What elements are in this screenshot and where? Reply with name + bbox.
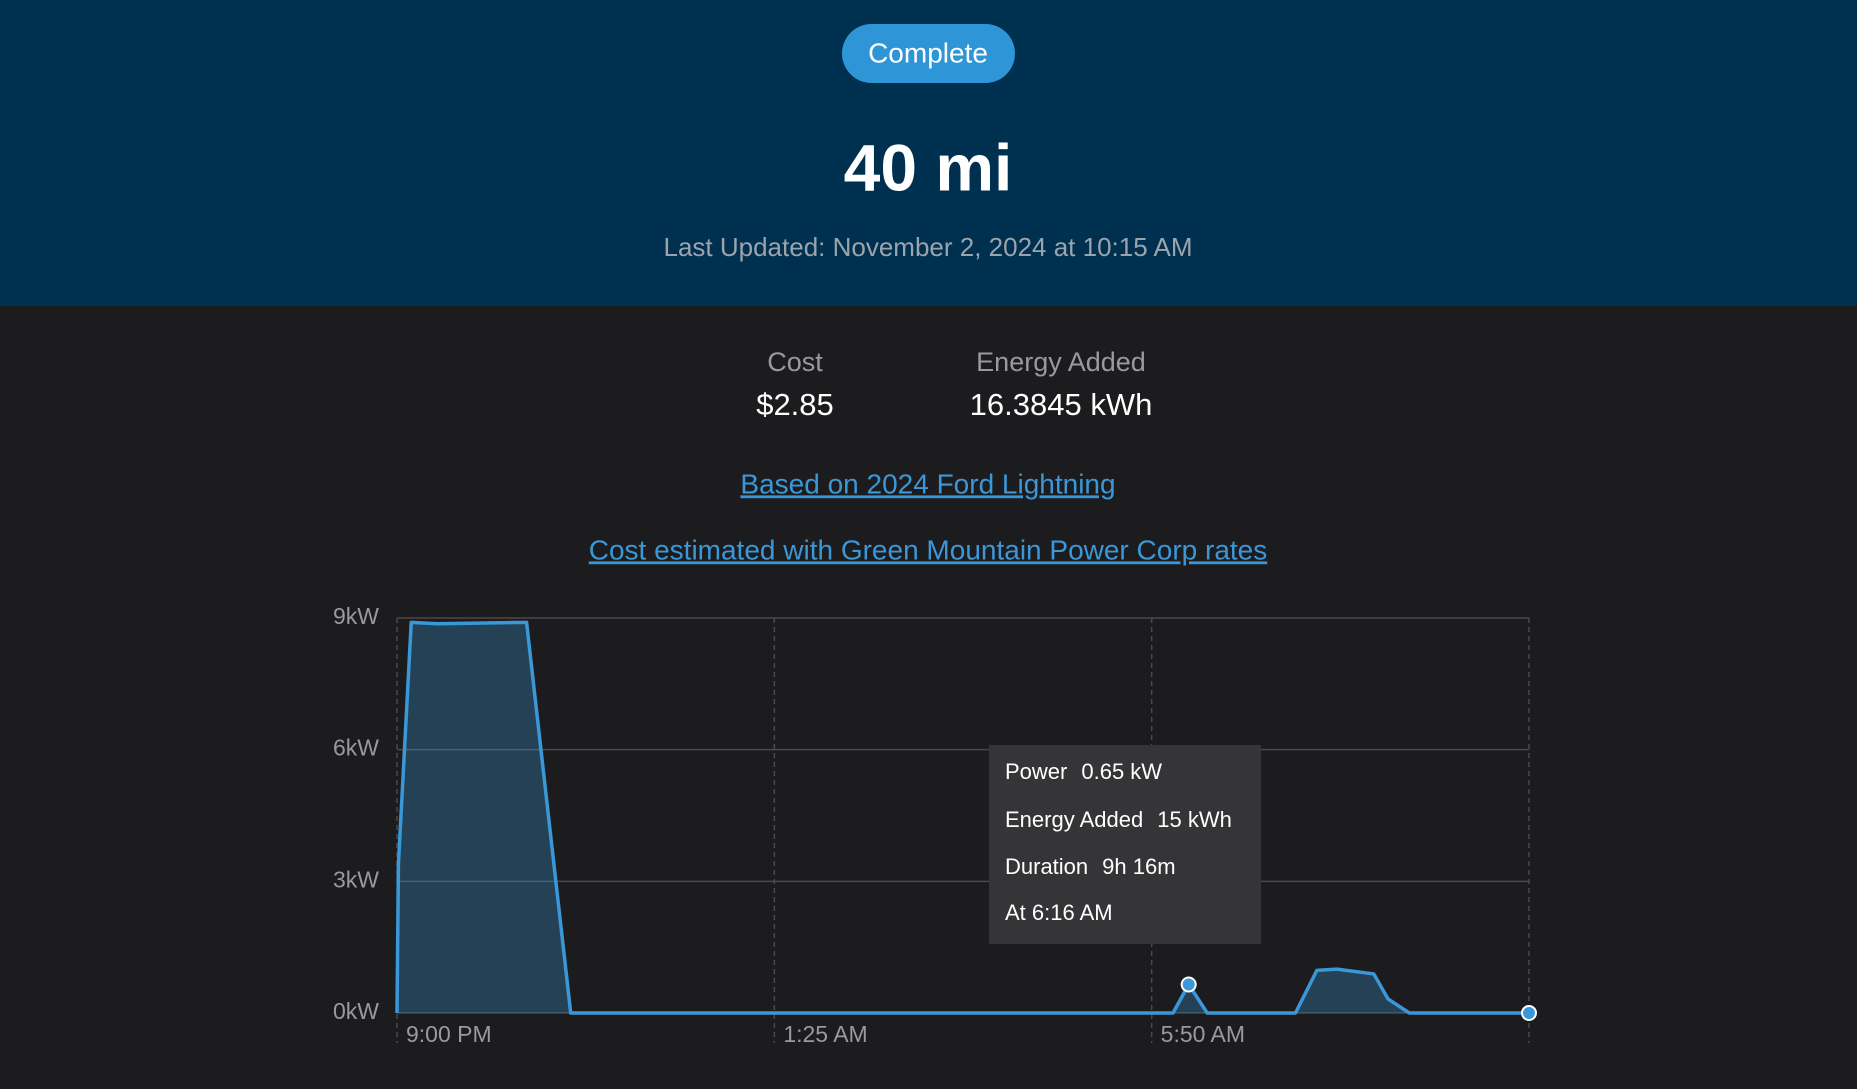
- tooltip-row: Power 0.65 kW: [1005, 759, 1162, 784]
- tooltip-text: Power: [1005, 759, 1067, 784]
- range: 40 mi: [844, 130, 1013, 204]
- tooltip: Power 0.65 kW Energy Added 15 kWh Duration 9h…: [989, 745, 1261, 944]
- tooltip-row: Duration 9h 16m: [1005, 854, 1176, 879]
- point: [1521, 1005, 1537, 1021]
- tooltip-text: 15 kWh: [1157, 807, 1232, 832]
- tooltip-bg: [989, 745, 1261, 944]
- link[interactable]: Cost estimated with Green Mountain Power…: [589, 534, 1268, 565]
- stat-label: Energy Added: [976, 347, 1146, 377]
- y-tick-label: 9kW: [333, 603, 379, 629]
- tooltip-row: Energy Added 15 kWh: [1005, 807, 1232, 832]
- y-tick-label: 0kW: [333, 998, 379, 1024]
- x-tick-label: 5:50 AM: [1161, 1021, 1245, 1047]
- tooltip-text: Duration: [1005, 854, 1088, 879]
- line: [395, 620, 1529, 1015]
- tooltip-text: At 6:16 AM: [1005, 900, 1113, 925]
- tooltip-text: Energy Added: [1005, 807, 1143, 832]
- chart: 0kW 3kW 6kW 9kW 9:00 PM 1:25 AM 5:50 AM: [333, 603, 1537, 1047]
- status: Complete: [868, 37, 988, 68]
- area: [397, 622, 1529, 1013]
- y-tick-label: 6kW: [333, 735, 379, 761]
- status-badge: [842, 24, 1015, 83]
- last-updated: Last Updated: November 2, 2024 at 10:15 …: [663, 232, 1192, 262]
- stat-label: Cost: [767, 347, 823, 377]
- x-tick-label: 1:25 AM: [783, 1021, 867, 1047]
- tooltip-row: At 6:16 AM: [1005, 900, 1113, 925]
- y-tick-label: 3kW: [333, 866, 379, 892]
- stat-value: $2.85: [756, 387, 834, 422]
- link[interactable]: Based on 2024 Ford Lightning: [740, 468, 1115, 499]
- tooltip-text: 9h 16m: [1102, 854, 1175, 879]
- tooltip-text: 0.65 kW: [1081, 759, 1162, 784]
- stat-value: 16.3845 kWh: [970, 387, 1153, 422]
- point: [1180, 976, 1197, 993]
- x-tick-label: 9:00 PM: [406, 1021, 492, 1047]
